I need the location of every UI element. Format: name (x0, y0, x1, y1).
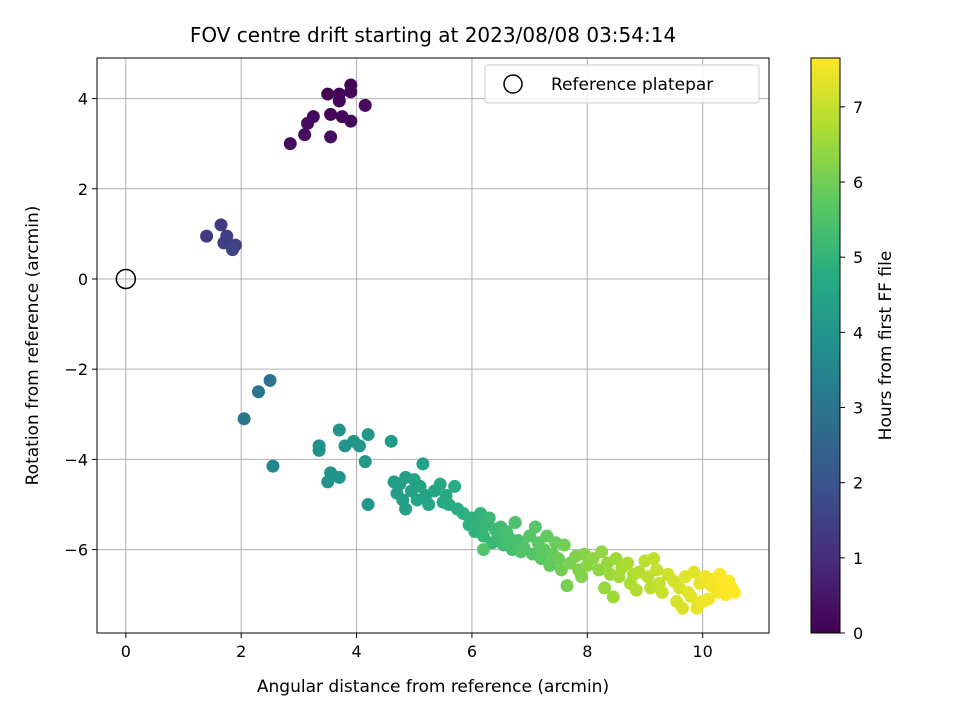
data-point (433, 477, 447, 491)
grid-lines (97, 58, 769, 633)
data-point (606, 590, 620, 604)
data-point (422, 497, 436, 511)
data-point (595, 545, 609, 559)
data-point (200, 229, 214, 243)
data-point (301, 116, 315, 130)
legend-box (484, 64, 760, 104)
data-point (266, 459, 280, 473)
chart-title: FOV centre drift starting at 2023/08/08 … (190, 23, 676, 47)
data-point (352, 439, 366, 453)
colorbar-tick-label: 7 (853, 98, 863, 117)
data-point (283, 137, 297, 151)
data-points (200, 78, 741, 615)
data-point (358, 98, 372, 112)
y-tick-label: 4 (78, 90, 88, 109)
colorbar-tick-label: 3 (853, 399, 863, 418)
data-point (621, 556, 635, 570)
reference-platepar-marker (115, 268, 137, 290)
data-point (384, 434, 398, 448)
legend: Reference platepar (484, 64, 760, 104)
data-point (647, 552, 661, 566)
colorbar-tick-label: 6 (853, 173, 863, 192)
data-point (528, 520, 542, 534)
colorbar-gradient (810, 57, 841, 634)
data-point (650, 563, 664, 577)
x-tick-label: 4 (351, 642, 361, 661)
y-tick-label: −4 (64, 450, 88, 469)
y-tick-label: −2 (64, 360, 88, 379)
data-point (655, 585, 669, 599)
colorbar-ticks: 0 1 2 3 4 5 6 7 (840, 98, 863, 643)
data-point (476, 543, 490, 557)
colorbar-tick-label: 1 (853, 549, 863, 568)
data-point (324, 130, 338, 144)
data-point (361, 428, 375, 442)
y-tick-label: 2 (78, 180, 88, 199)
y-tick-label: 0 (78, 270, 88, 289)
data-point (324, 107, 338, 121)
data-point (687, 565, 701, 579)
legend-reference-marker (503, 74, 523, 94)
x-tick-label: 0 (121, 642, 131, 661)
data-point (399, 502, 413, 516)
x-axis-label: Angular distance from reference (arcmin) (257, 677, 609, 697)
data-point (575, 570, 589, 584)
x-axis-ticks: 0 2 4 6 8 10 (121, 633, 713, 661)
x-tick-label: 6 (467, 642, 477, 661)
data-point (237, 412, 251, 426)
data-point (560, 579, 574, 593)
data-point (358, 455, 372, 469)
data-point (332, 423, 346, 437)
data-point (598, 581, 612, 595)
data-point (344, 85, 358, 99)
data-point (332, 470, 346, 484)
colorbar-tick-label: 5 (853, 248, 863, 267)
data-point (332, 94, 346, 108)
y-tick-label: −6 (64, 541, 88, 560)
data-point (416, 457, 430, 471)
data-point (344, 114, 358, 128)
colorbar: 0 1 2 3 4 5 6 7 Hours from first FF file (810, 57, 896, 643)
reference-marker-group (115, 268, 137, 290)
colorbar-label: Hours from first FF file (876, 251, 896, 441)
data-point (684, 590, 698, 604)
plot-frame (96, 57, 770, 634)
data-point (312, 443, 326, 457)
data-point (361, 497, 375, 511)
data-point (727, 585, 741, 599)
x-tick-label: 2 (236, 642, 246, 661)
data-point (226, 243, 240, 257)
data-point (551, 552, 565, 566)
y-axis-ticks: −6 −4 −2 0 2 4 (64, 90, 97, 560)
data-point (214, 218, 228, 232)
data-point (675, 601, 689, 615)
data-point (263, 373, 277, 387)
y-axis-label: Rotation from reference (arcmin) (23, 206, 43, 486)
data-point (252, 385, 266, 399)
x-tick-label: 8 (582, 642, 592, 661)
data-point (298, 128, 312, 142)
colorbar-tick-label: 0 (853, 624, 863, 643)
data-point (321, 87, 335, 101)
colorbar-tick-label: 2 (853, 474, 863, 493)
data-point (321, 475, 335, 489)
data-point (508, 516, 522, 530)
data-point (448, 479, 462, 493)
x-tick-label: 10 (692, 642, 712, 661)
data-point (482, 511, 496, 525)
colorbar-tick-label: 4 (853, 323, 863, 342)
data-point (557, 538, 571, 552)
data-point (629, 583, 643, 597)
legend-entry-reference: Reference platepar (551, 75, 713, 95)
